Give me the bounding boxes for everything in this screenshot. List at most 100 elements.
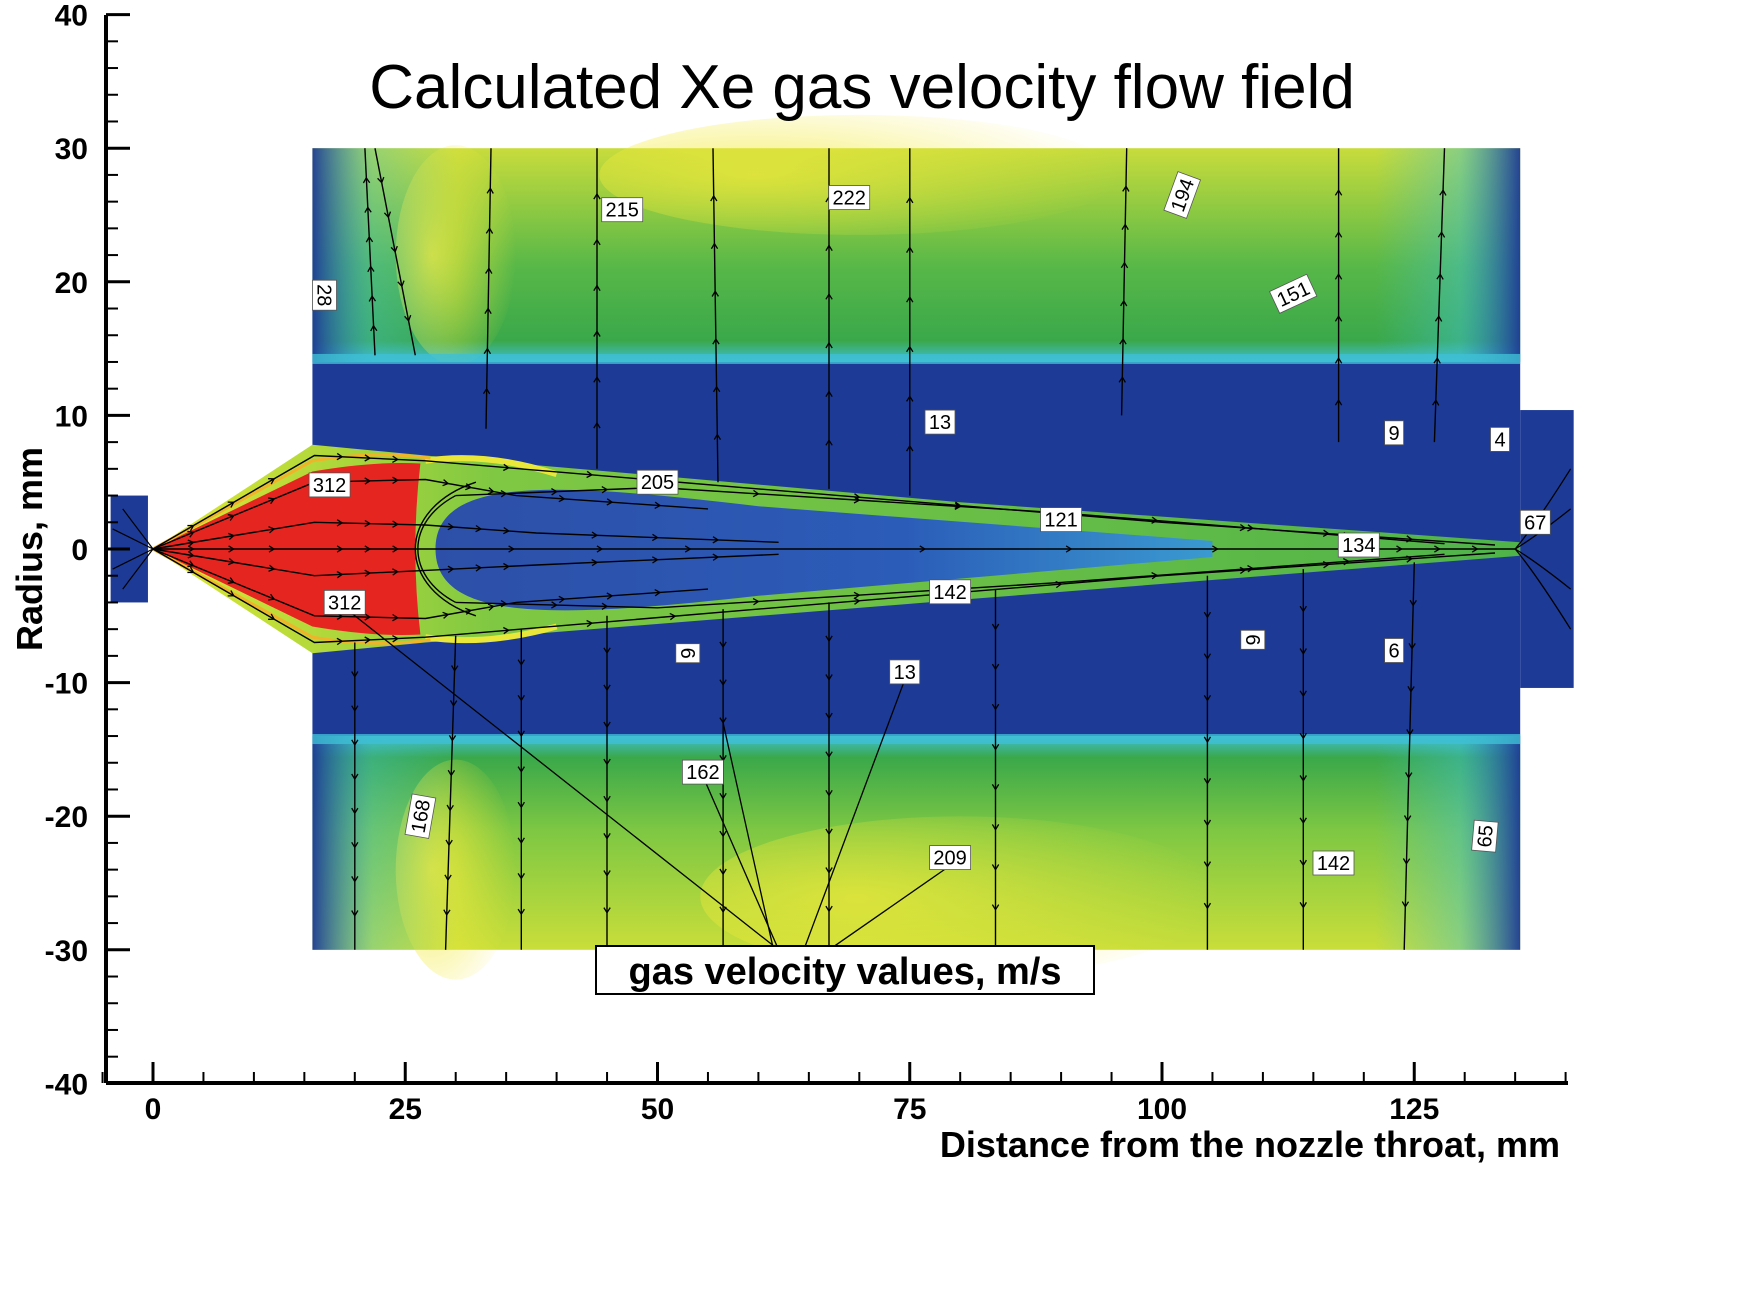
y-tick-label: -10 — [45, 668, 88, 701]
streamline-arrow — [1203, 611, 1212, 619]
y-ticks: -40 -30 -20 -10 0 10 20 30 40 — [45, 0, 130, 1101]
streamline-arrow — [482, 387, 491, 395]
streamline-arrow — [1065, 545, 1073, 553]
streamline-arrow — [558, 595, 566, 604]
streamline-arrow — [906, 196, 914, 204]
streamline-arrow — [336, 637, 344, 646]
value-label-box — [312, 279, 337, 311]
streamline-arrow — [443, 909, 451, 917]
value-label: 121 — [1040, 507, 1082, 532]
streamline-arrow — [227, 590, 235, 597]
leader-line — [702, 775, 780, 951]
legend-annotation-box — [595, 945, 1095, 995]
value-label-text: 67 — [1524, 512, 1546, 534]
streamline-arrow — [503, 526, 510, 535]
upper-streamline — [1334, 148, 1343, 443]
chart-title: Calculated Xe gas velocity flow field — [369, 53, 1355, 122]
streamline-arrow — [442, 479, 450, 487]
streamline-arrow — [712, 385, 721, 393]
streamline-arrow — [364, 636, 372, 644]
streamline-arrow — [651, 533, 659, 542]
lower-edge-fade — [312, 736, 1521, 950]
streamline-arrow — [991, 663, 1000, 671]
value-label-box — [323, 590, 366, 615]
lower-streamline — [603, 615, 611, 950]
streamline-arrow — [825, 828, 833, 836]
value-label-box — [889, 659, 921, 685]
streamline-arrow — [1343, 558, 1350, 566]
value-label: 142 — [1312, 850, 1355, 876]
streamline-arrow — [1203, 902, 1212, 910]
value-label: 13 — [924, 409, 956, 435]
streamline-arrow — [392, 568, 399, 576]
streamline-arrow — [508, 545, 515, 553]
streamline-arrow — [1396, 545, 1403, 553]
value-label-text: 6 — [676, 648, 698, 659]
streamline-arrow — [475, 524, 483, 533]
streamline-arrow — [1203, 694, 1212, 702]
streamline-arrow — [825, 341, 833, 349]
upper-streamline — [1118, 148, 1130, 416]
streamline-arrow — [853, 496, 861, 504]
streamline-arrow — [485, 227, 494, 234]
streamline-arrow — [712, 536, 720, 544]
streamline-arrow — [712, 337, 720, 345]
streamline-arrow — [1203, 861, 1212, 868]
streamline-arrow — [1247, 524, 1255, 532]
upper-edge-fade — [312, 148, 1521, 362]
streamline-arrow — [444, 874, 452, 882]
streamline-arrow — [227, 577, 235, 584]
streamline-path — [152, 478, 709, 550]
streamline-arrow — [603, 721, 611, 729]
value-label-text: 142 — [1317, 853, 1350, 875]
streamline-arrow — [710, 242, 719, 250]
value-label: 6 — [675, 643, 701, 664]
value-label-box — [682, 759, 724, 785]
streamline-arrow — [187, 539, 195, 547]
streamline-arrow — [364, 519, 372, 528]
streamline-arrow — [377, 176, 385, 184]
streamline-arrow — [606, 498, 614, 506]
streamline-arrow — [1434, 545, 1441, 553]
streamline-arrow — [1432, 398, 1440, 406]
streamline-arrow — [517, 694, 525, 702]
streamline-path — [364, 148, 376, 356]
streamline-arrow — [1406, 729, 1414, 736]
streamline-arrow — [1405, 772, 1413, 779]
streamline-arrow — [991, 864, 1000, 871]
y-tick-label: -30 — [45, 935, 88, 968]
leader-line — [828, 865, 951, 951]
upper-transition — [312, 353, 1521, 364]
streamline-arrow — [603, 684, 611, 692]
streamline-arrow — [601, 602, 609, 610]
value-label: 312 — [323, 590, 366, 615]
streamline-arrow — [651, 556, 659, 564]
lower-streamline — [991, 589, 1000, 950]
value-label-box — [308, 472, 351, 498]
streamline-arrow — [397, 280, 405, 288]
value-label-text: 65 — [1474, 824, 1498, 848]
value-label-box — [929, 579, 971, 605]
streamline-arrow — [1299, 817, 1307, 825]
upper-streamline — [482, 148, 494, 429]
streamline-arrow — [719, 868, 727, 876]
streamline-path — [152, 548, 709, 620]
upper-streamline — [1432, 148, 1447, 443]
inlet-streamline — [112, 548, 154, 570]
streamline-arrow — [606, 592, 614, 600]
streamline-arrow — [1120, 261, 1129, 269]
inlet-streamline — [112, 528, 154, 550]
streamline-arrow — [187, 524, 195, 532]
value-label: 13 — [889, 659, 921, 685]
streamline-arrow — [351, 739, 359, 747]
streamline-arrow — [447, 565, 455, 573]
y-tick-label: 20 — [55, 267, 88, 300]
leader-line — [803, 679, 906, 951]
x-tick-label: 75 — [893, 1093, 926, 1126]
streamline-arrow — [364, 454, 372, 462]
streamline-arrow — [1118, 375, 1126, 383]
streamline-arrow — [603, 647, 611, 655]
exit-streamline — [1514, 548, 1572, 630]
streamline-arrow — [1408, 642, 1416, 650]
